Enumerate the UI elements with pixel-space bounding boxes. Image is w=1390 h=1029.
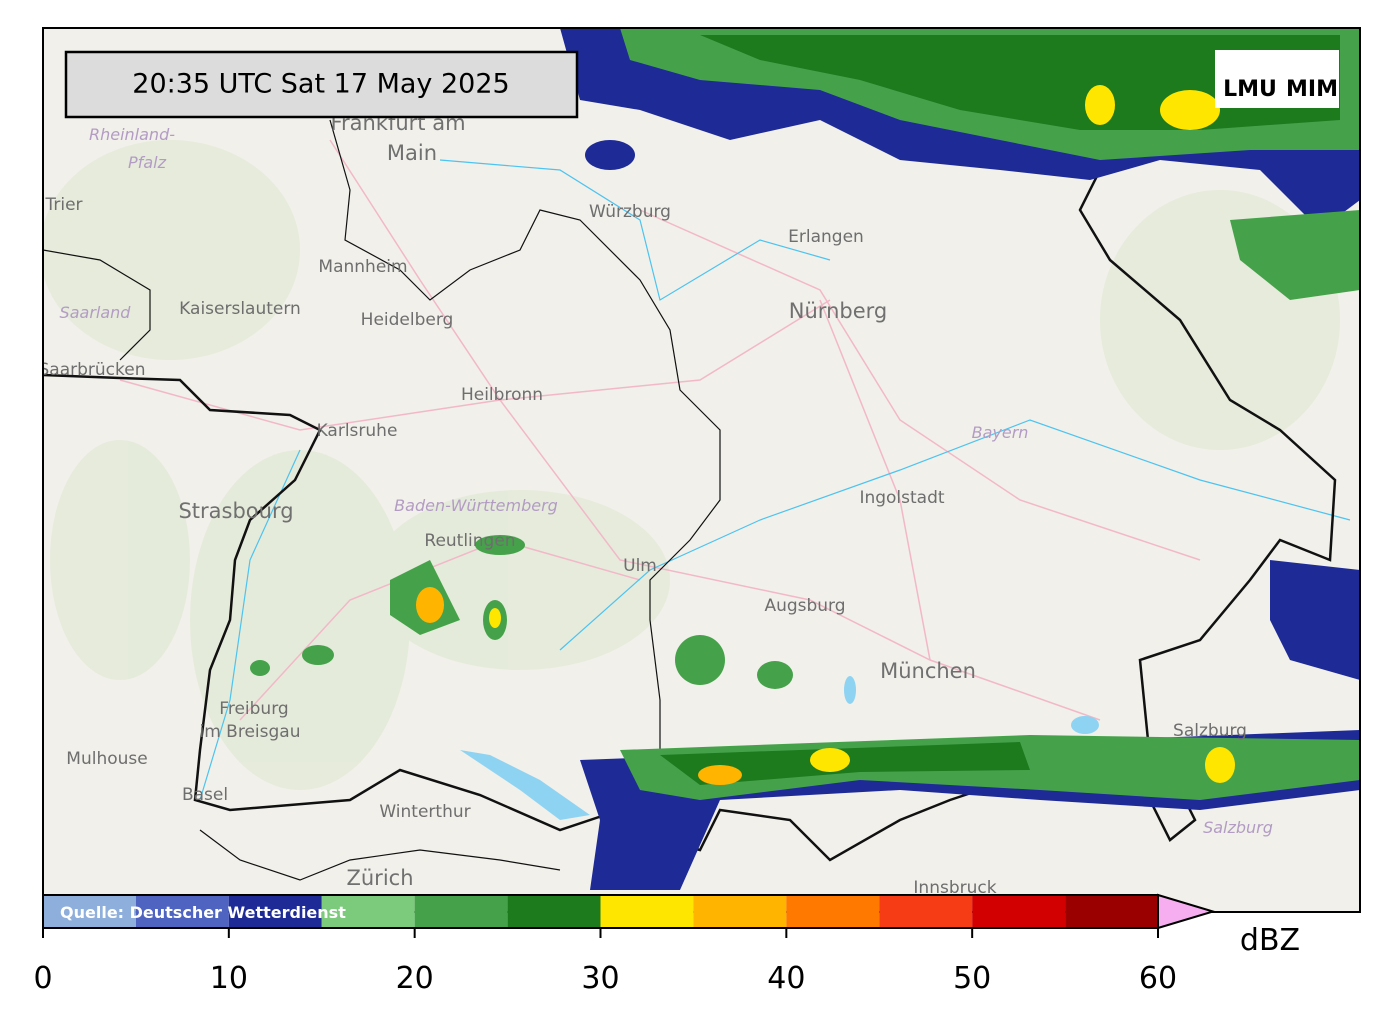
logo-mim: MIM xyxy=(1286,77,1338,102)
place-label: Salzburg xyxy=(1203,818,1273,837)
place-label: im Breisgau xyxy=(200,722,301,742)
radar-echoes xyxy=(250,28,1360,890)
place-label: Heidelberg xyxy=(361,310,454,330)
colorbar-tick-label: 40 xyxy=(767,961,805,996)
colorbar-segment xyxy=(43,895,136,928)
place-label: Mannheim xyxy=(318,257,407,277)
colorbar-segment xyxy=(972,895,1066,928)
place-label: Ingolstadt xyxy=(859,488,944,508)
place-label: Main xyxy=(387,141,437,165)
colorbar-segment xyxy=(228,895,322,928)
timestamp-box xyxy=(64,50,579,119)
colorbar-segment xyxy=(600,895,694,928)
place-label: Basel xyxy=(182,785,228,805)
colorbar-tick-label: 20 xyxy=(396,961,434,996)
colorbar-segment xyxy=(1065,895,1158,928)
place-label: Ulm xyxy=(623,556,657,576)
logo-lmu: LMU xyxy=(1223,77,1277,102)
lakes xyxy=(460,676,1099,820)
place-label: Kaiserslautern xyxy=(179,299,301,319)
place-label: Pfalz xyxy=(128,153,167,172)
place-label: Strasbourg xyxy=(178,499,293,523)
colorbar: Quelle: Deutscher Wetterdienst 0 10 20 30 40 5… xyxy=(33,893,1300,996)
place-label: Mulhouse xyxy=(66,749,147,769)
place-label: Innsbruck xyxy=(913,878,996,898)
place-label: Bayern xyxy=(972,423,1029,442)
colorbar-segment xyxy=(693,895,787,928)
colorbar-segment xyxy=(507,895,601,928)
place-label: Augsburg xyxy=(764,596,845,616)
colorbar-segment xyxy=(135,895,229,928)
colorbar-segment xyxy=(879,895,973,928)
place-label: Heilbronn xyxy=(461,385,543,405)
colorbar-unit: dBZ xyxy=(1240,923,1300,958)
place-label: Winterthur xyxy=(379,802,470,822)
place-label: Baden-Württemberg xyxy=(394,496,558,515)
place-label: Rheinland- xyxy=(89,125,175,144)
logo-box xyxy=(1215,50,1339,108)
place-label: Zürich xyxy=(346,866,413,890)
place-label: Trier xyxy=(44,195,82,215)
colorbar-segment xyxy=(414,895,508,928)
colorbar-segment xyxy=(321,895,415,928)
place-label: Erlangen xyxy=(788,227,864,247)
colorbar-tick-label: 10 xyxy=(210,961,248,996)
place-label: München xyxy=(880,659,976,683)
colorbar-tick-label: 60 xyxy=(1139,961,1177,996)
place-label: Salzburg xyxy=(1173,721,1247,741)
colorbar-tick-label: 0 xyxy=(33,961,52,996)
borders xyxy=(43,39,1337,881)
colorbar-tick-label: 50 xyxy=(953,961,991,996)
timestamp: 20:35 UTC Sat 17 May 2025 xyxy=(132,69,509,100)
place-label: Nürnberg xyxy=(789,299,887,323)
place-label: Reutlingen xyxy=(424,531,515,551)
place-label: Karlsruhe xyxy=(317,421,398,441)
place-label: Würzburg xyxy=(589,202,671,222)
place-label: Saarbrücken xyxy=(39,360,146,380)
colorbar-tick-label: 30 xyxy=(581,961,619,996)
colorbar-segment xyxy=(786,895,880,928)
place-label: Saarland xyxy=(60,303,132,322)
rivers xyxy=(199,159,1351,801)
data-source: Quelle: Deutscher Wetterdienst xyxy=(60,903,346,922)
place-label: Freiburg xyxy=(219,699,288,719)
